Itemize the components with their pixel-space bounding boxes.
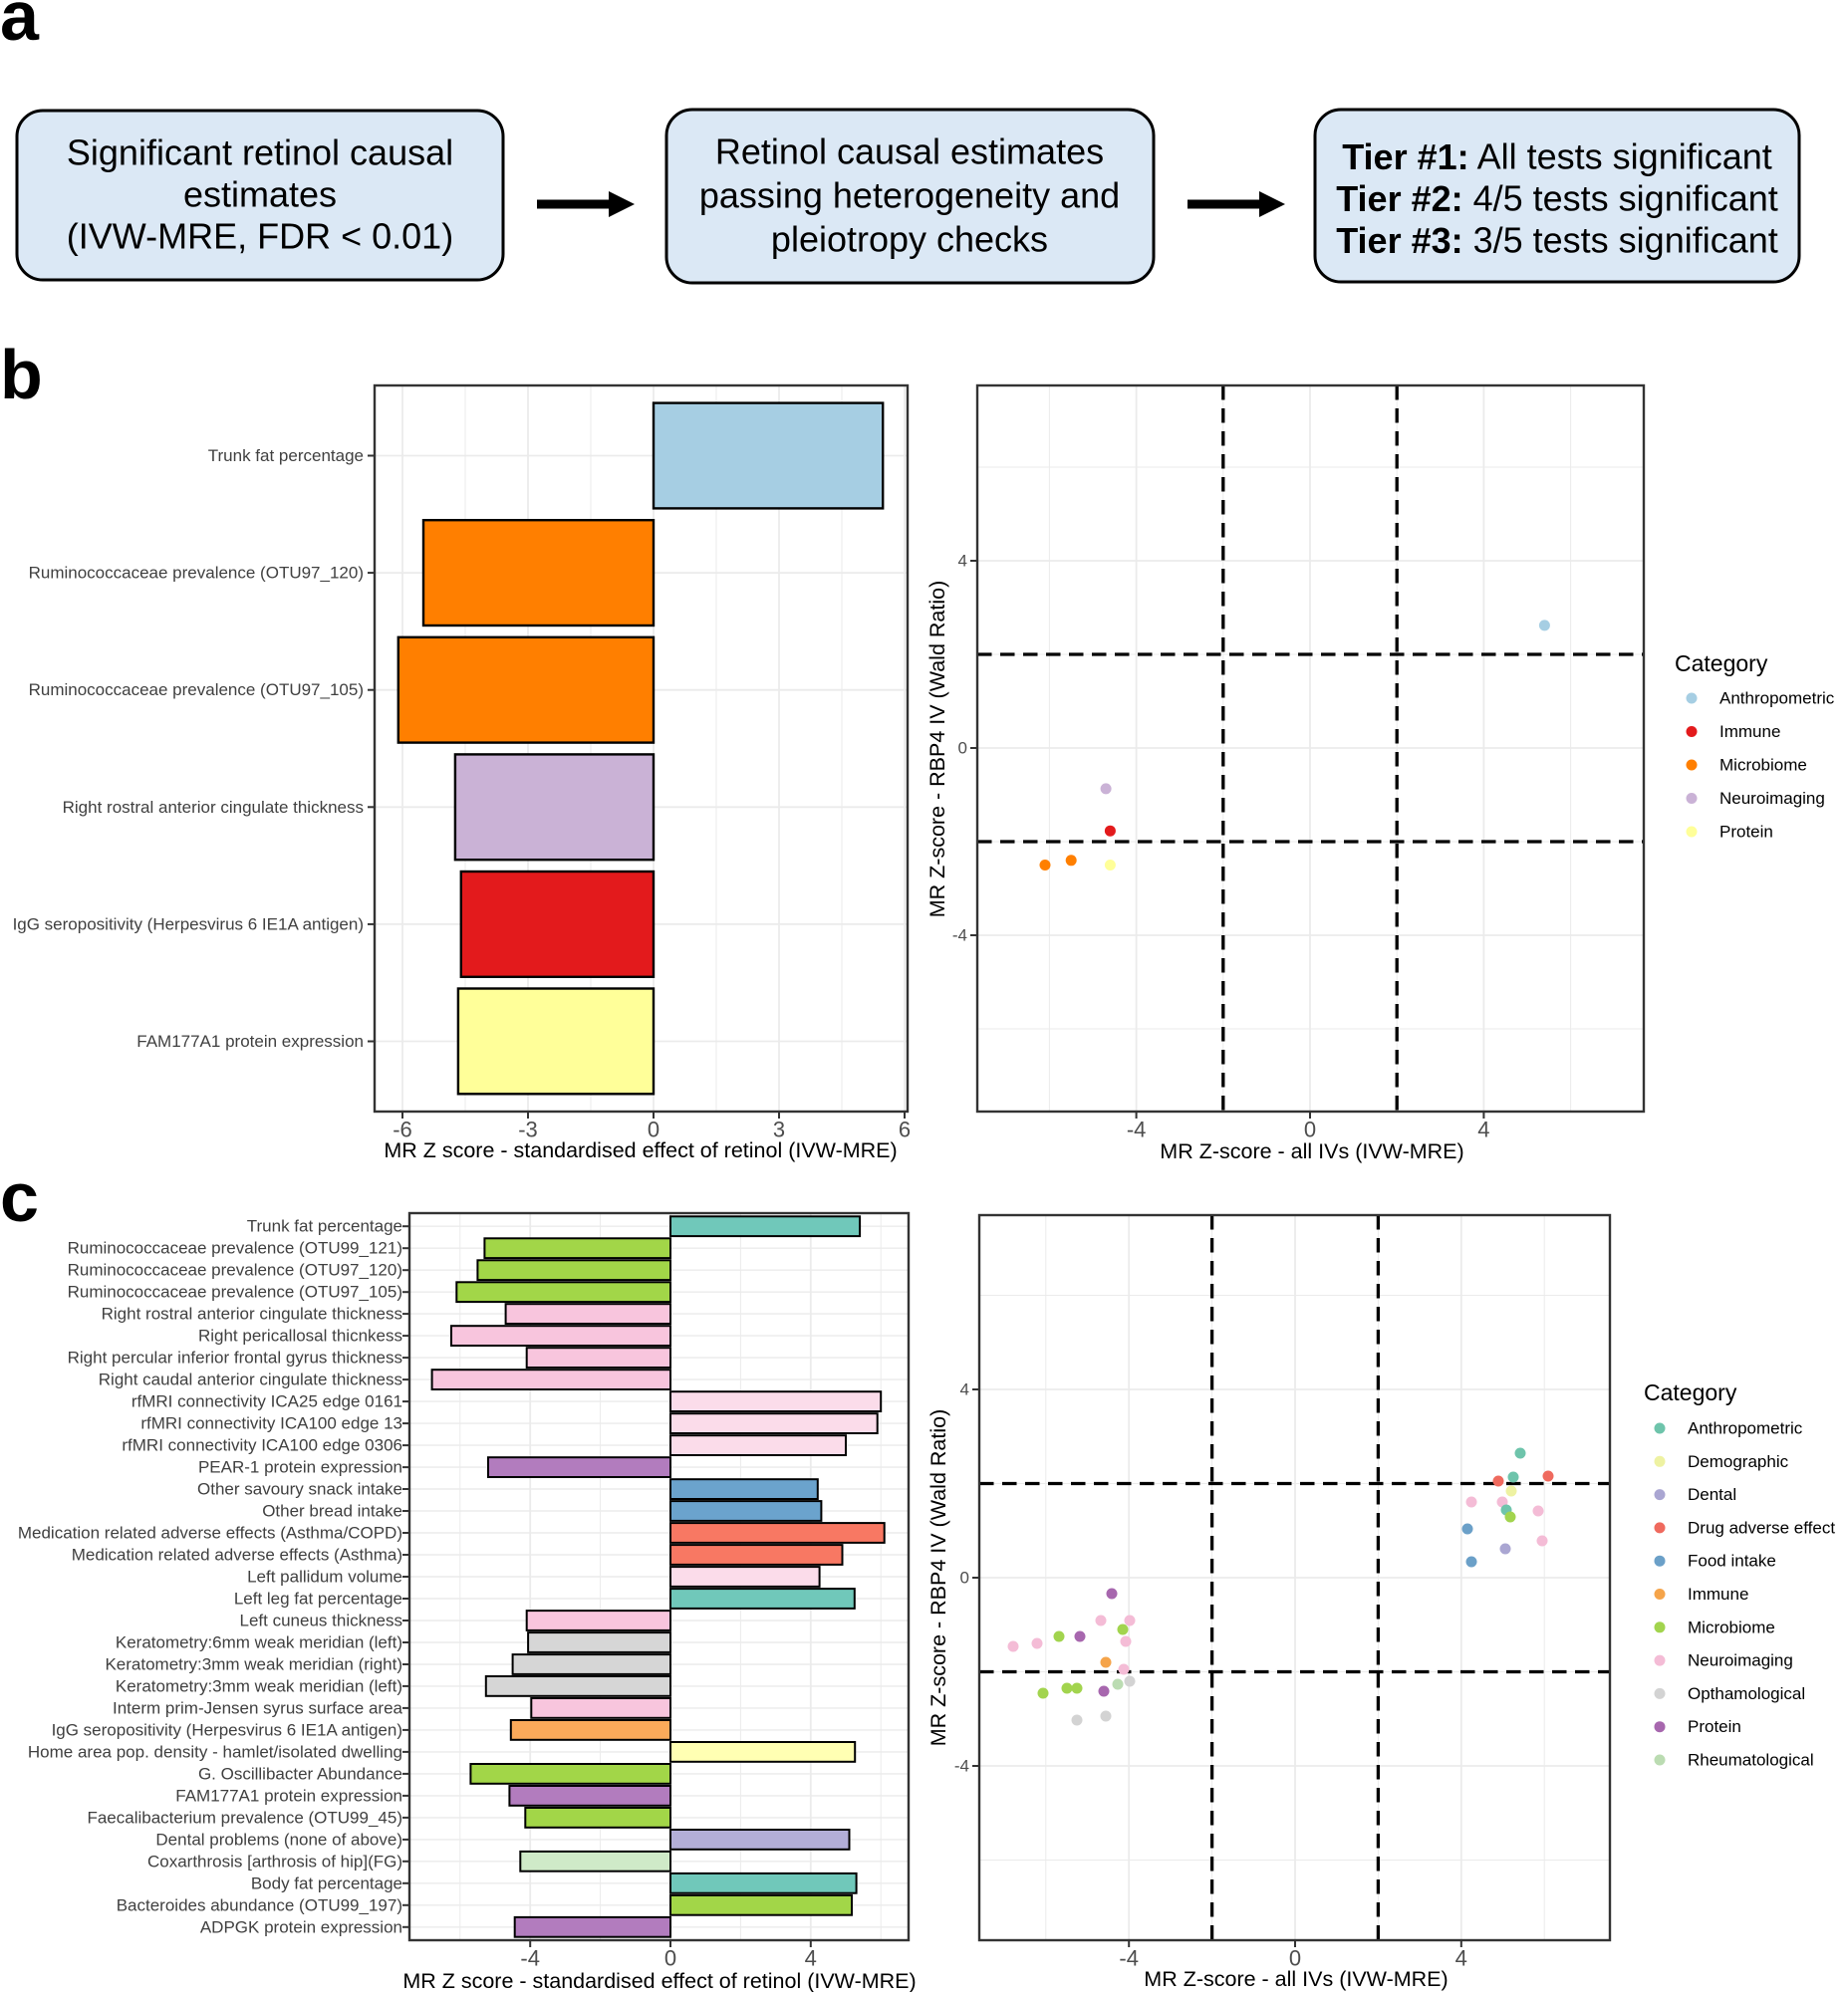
svg-text:-3: -3 xyxy=(518,1118,538,1142)
svg-text:Body fat percentage: Body fat percentage xyxy=(251,1873,402,1892)
svg-text:Microbiome: Microbiome xyxy=(1688,1618,1775,1636)
svg-text:Category: Category xyxy=(1675,650,1768,676)
svg-text:(IVW-MRE, FDR < 0.01): (IVW-MRE, FDR < 0.01) xyxy=(67,216,453,257)
svg-text:Drug adverse effect: Drug adverse effect xyxy=(1688,1518,1835,1537)
svg-text:PEAR-1 protein expression: PEAR-1 protein expression xyxy=(198,1458,402,1477)
svg-text:c: c xyxy=(0,1158,39,1236)
svg-text:passing heterogeneity and: passing heterogeneity and xyxy=(699,175,1120,216)
svg-text:Protein: Protein xyxy=(1688,1717,1741,1736)
svg-text:Left cuneus thickness: Left cuneus thickness xyxy=(240,1611,402,1629)
svg-text:4: 4 xyxy=(960,1380,969,1399)
svg-text:Trunk fat percentage: Trunk fat percentage xyxy=(208,446,364,465)
svg-text:MR Z-score - RBP4 IV (Wald Rat: MR Z-score - RBP4 IV (Wald Ratio) xyxy=(926,1409,950,1746)
svg-text:Right rostral anterior cingula: Right rostral anterior cingulate thickne… xyxy=(63,798,364,817)
svg-text:Anthropometric: Anthropometric xyxy=(1688,1419,1803,1438)
svg-text:rfMRI connectivity ICA100 edge: rfMRI connectivity ICA100 edge 13 xyxy=(140,1414,402,1433)
svg-text:MR Z score - standardised effe: MR Z score - standardised effect of reti… xyxy=(384,1138,897,1162)
svg-text:Immune: Immune xyxy=(1688,1585,1748,1604)
svg-text:-4: -4 xyxy=(1119,1946,1139,1971)
svg-text:MR Z-score - RBP4 IV (Wald Rat: MR Z-score - RBP4 IV (Wald Ratio) xyxy=(925,581,949,917)
svg-text:Faecalibacterium prevalence (O: Faecalibacterium prevalence (OTU99_45) xyxy=(87,1808,402,1827)
svg-text:0: 0 xyxy=(648,1118,660,1142)
svg-text:Coxarthrosis [arthrosis of hip: Coxarthrosis [arthrosis of hip](FG) xyxy=(147,1852,402,1871)
svg-text:-4: -4 xyxy=(1127,1118,1147,1142)
svg-text:pleiotropy checks: pleiotropy checks xyxy=(771,219,1048,260)
svg-text:Right pericallosal thicnkess: Right pericallosal thicnkess xyxy=(198,1327,402,1346)
svg-text:Demographic: Demographic xyxy=(1688,1452,1789,1471)
svg-text:-4: -4 xyxy=(954,1757,969,1776)
svg-text:Ruminococcaceae prevalence (OT: Ruminococcaceae prevalence (OTU97_120) xyxy=(68,1261,402,1280)
svg-text:Ruminococcaceae prevalence (OT: Ruminococcaceae prevalence (OTU97_120) xyxy=(29,564,364,583)
svg-text:Opthamological: Opthamological xyxy=(1688,1684,1805,1703)
svg-text:Microbiome: Microbiome xyxy=(1719,756,1807,775)
svg-text:Trunk fat percentage: Trunk fat percentage xyxy=(247,1217,402,1236)
svg-text:G. Oscillibacter Abundance: G. Oscillibacter Abundance xyxy=(198,1764,402,1783)
svg-text:Right rostral anterior cingula: Right rostral anterior cingulate thickne… xyxy=(102,1305,402,1324)
svg-text:Dental: Dental xyxy=(1688,1485,1736,1504)
svg-text:3: 3 xyxy=(773,1118,785,1142)
svg-text:4: 4 xyxy=(958,552,967,571)
svg-text:Ruminococcaceae prevalence (OT: Ruminococcaceae prevalence (OTU97_105) xyxy=(29,680,364,699)
svg-text:Category: Category xyxy=(1644,1379,1737,1405)
svg-text:FAM177A1 protein expression: FAM177A1 protein expression xyxy=(136,1032,364,1051)
svg-text:MR Z-score - all IVs (IVW-MRE): MR Z-score - all IVs (IVW-MRE) xyxy=(1160,1139,1463,1163)
svg-text:Left leg fat percentage: Left leg fat percentage xyxy=(234,1589,402,1608)
svg-text:MR Z-score - all IVs (IVW-MRE): MR Z-score - all IVs (IVW-MRE) xyxy=(1144,1967,1448,1991)
svg-text:Neuroimaging: Neuroimaging xyxy=(1719,789,1825,808)
svg-text:6: 6 xyxy=(899,1118,911,1142)
svg-text:Keratometry:6mm weak meridian: Keratometry:6mm weak meridian (left) xyxy=(116,1632,402,1651)
svg-text:Right percular inferior fronta: Right percular inferior frontal gyrus th… xyxy=(68,1349,402,1368)
svg-text:estimates: estimates xyxy=(183,174,337,215)
svg-text:Other savoury snack intake: Other savoury snack intake xyxy=(197,1480,402,1499)
svg-text:IgG seropositivity (Herpesviru: IgG seropositivity (Herpesvirus 6 IE1A a… xyxy=(13,914,364,933)
svg-text:Interm prim-Jensen syrus surfa: Interm prim-Jensen syrus surface area xyxy=(113,1698,403,1717)
svg-text:Immune: Immune xyxy=(1719,722,1780,741)
svg-text:Significant retinol causal: Significant retinol causal xyxy=(67,132,453,173)
svg-text:Keratometry:3mm weak meridian: Keratometry:3mm weak meridian (right) xyxy=(105,1654,402,1673)
svg-text:MR Z score - standardised effe: MR Z score - standardised effect of reti… xyxy=(402,1969,916,1992)
svg-text:Left pallidum volume: Left pallidum volume xyxy=(247,1568,402,1587)
svg-text:Retinol causal estimates: Retinol causal estimates xyxy=(715,131,1104,172)
svg-text:0: 0 xyxy=(960,1569,969,1588)
svg-text:IgG seropositivity (Herpesviru: IgG seropositivity (Herpesvirus 6 IE1A a… xyxy=(52,1720,402,1739)
svg-text:Anthropometric: Anthropometric xyxy=(1719,689,1835,708)
svg-text:ADPGK protein expression: ADPGK protein expression xyxy=(200,1917,402,1936)
svg-text:Medication related adverse eff: Medication related adverse effects (Asth… xyxy=(18,1524,402,1543)
svg-text:-4: -4 xyxy=(520,1946,540,1971)
svg-text:0: 0 xyxy=(1304,1118,1316,1142)
svg-text:b: b xyxy=(0,336,43,413)
svg-text:Ruminococcaceae prevalence (OT: Ruminococcaceae prevalence (OTU97_105) xyxy=(68,1283,402,1302)
svg-text:Tier #3: 3/5 tests significant: Tier #3: 3/5 tests significant xyxy=(1336,220,1778,261)
svg-text:0: 0 xyxy=(958,739,967,758)
svg-text:Other bread intake: Other bread intake xyxy=(262,1502,402,1521)
svg-text:a: a xyxy=(0,0,40,55)
svg-text:0: 0 xyxy=(1289,1946,1301,1971)
svg-text:Medication related adverse eff: Medication related adverse effects (Asth… xyxy=(72,1546,402,1565)
svg-text:4: 4 xyxy=(805,1946,817,1971)
svg-text:rfMRI connectivity ICA25 edge: rfMRI connectivity ICA25 edge 0161 xyxy=(132,1392,402,1411)
svg-text:FAM177A1 protein expression: FAM177A1 protein expression xyxy=(175,1786,402,1805)
svg-text:Food intake: Food intake xyxy=(1688,1552,1776,1571)
svg-text:Bacteroides abundance (OTU99_1: Bacteroides abundance (OTU99_197) xyxy=(117,1895,402,1914)
svg-text:0: 0 xyxy=(664,1946,676,1971)
svg-text:4: 4 xyxy=(1455,1946,1467,1971)
svg-text:Tier #1: All tests significant: Tier #1: All tests significant xyxy=(1342,136,1772,177)
svg-text:Dental problems (none of above: Dental problems (none of above) xyxy=(155,1830,402,1849)
svg-text:rfMRI connectivity ICA100 edge: rfMRI connectivity ICA100 edge 0306 xyxy=(122,1436,402,1455)
svg-text:Protein: Protein xyxy=(1719,823,1773,842)
svg-text:Right caudal anterior cingulat: Right caudal anterior cingulate thicknes… xyxy=(99,1371,402,1389)
svg-text:Home area pop. density - hamle: Home area pop. density - hamlet/isolated… xyxy=(28,1742,402,1761)
svg-text:-6: -6 xyxy=(393,1118,412,1142)
svg-text:Ruminococcaceae prevalence (OT: Ruminococcaceae prevalence (OTU99_121) xyxy=(68,1239,402,1258)
svg-text:Rheumatological: Rheumatological xyxy=(1688,1751,1814,1770)
svg-text:Neuroimaging: Neuroimaging xyxy=(1688,1651,1793,1670)
svg-text:Tier #2: 4/5 tests significant: Tier #2: 4/5 tests significant xyxy=(1336,178,1778,219)
svg-text:Keratometry:3mm weak meridian: Keratometry:3mm weak meridian (left) xyxy=(116,1676,402,1695)
svg-text:4: 4 xyxy=(1477,1118,1489,1142)
svg-text:-4: -4 xyxy=(952,926,967,945)
